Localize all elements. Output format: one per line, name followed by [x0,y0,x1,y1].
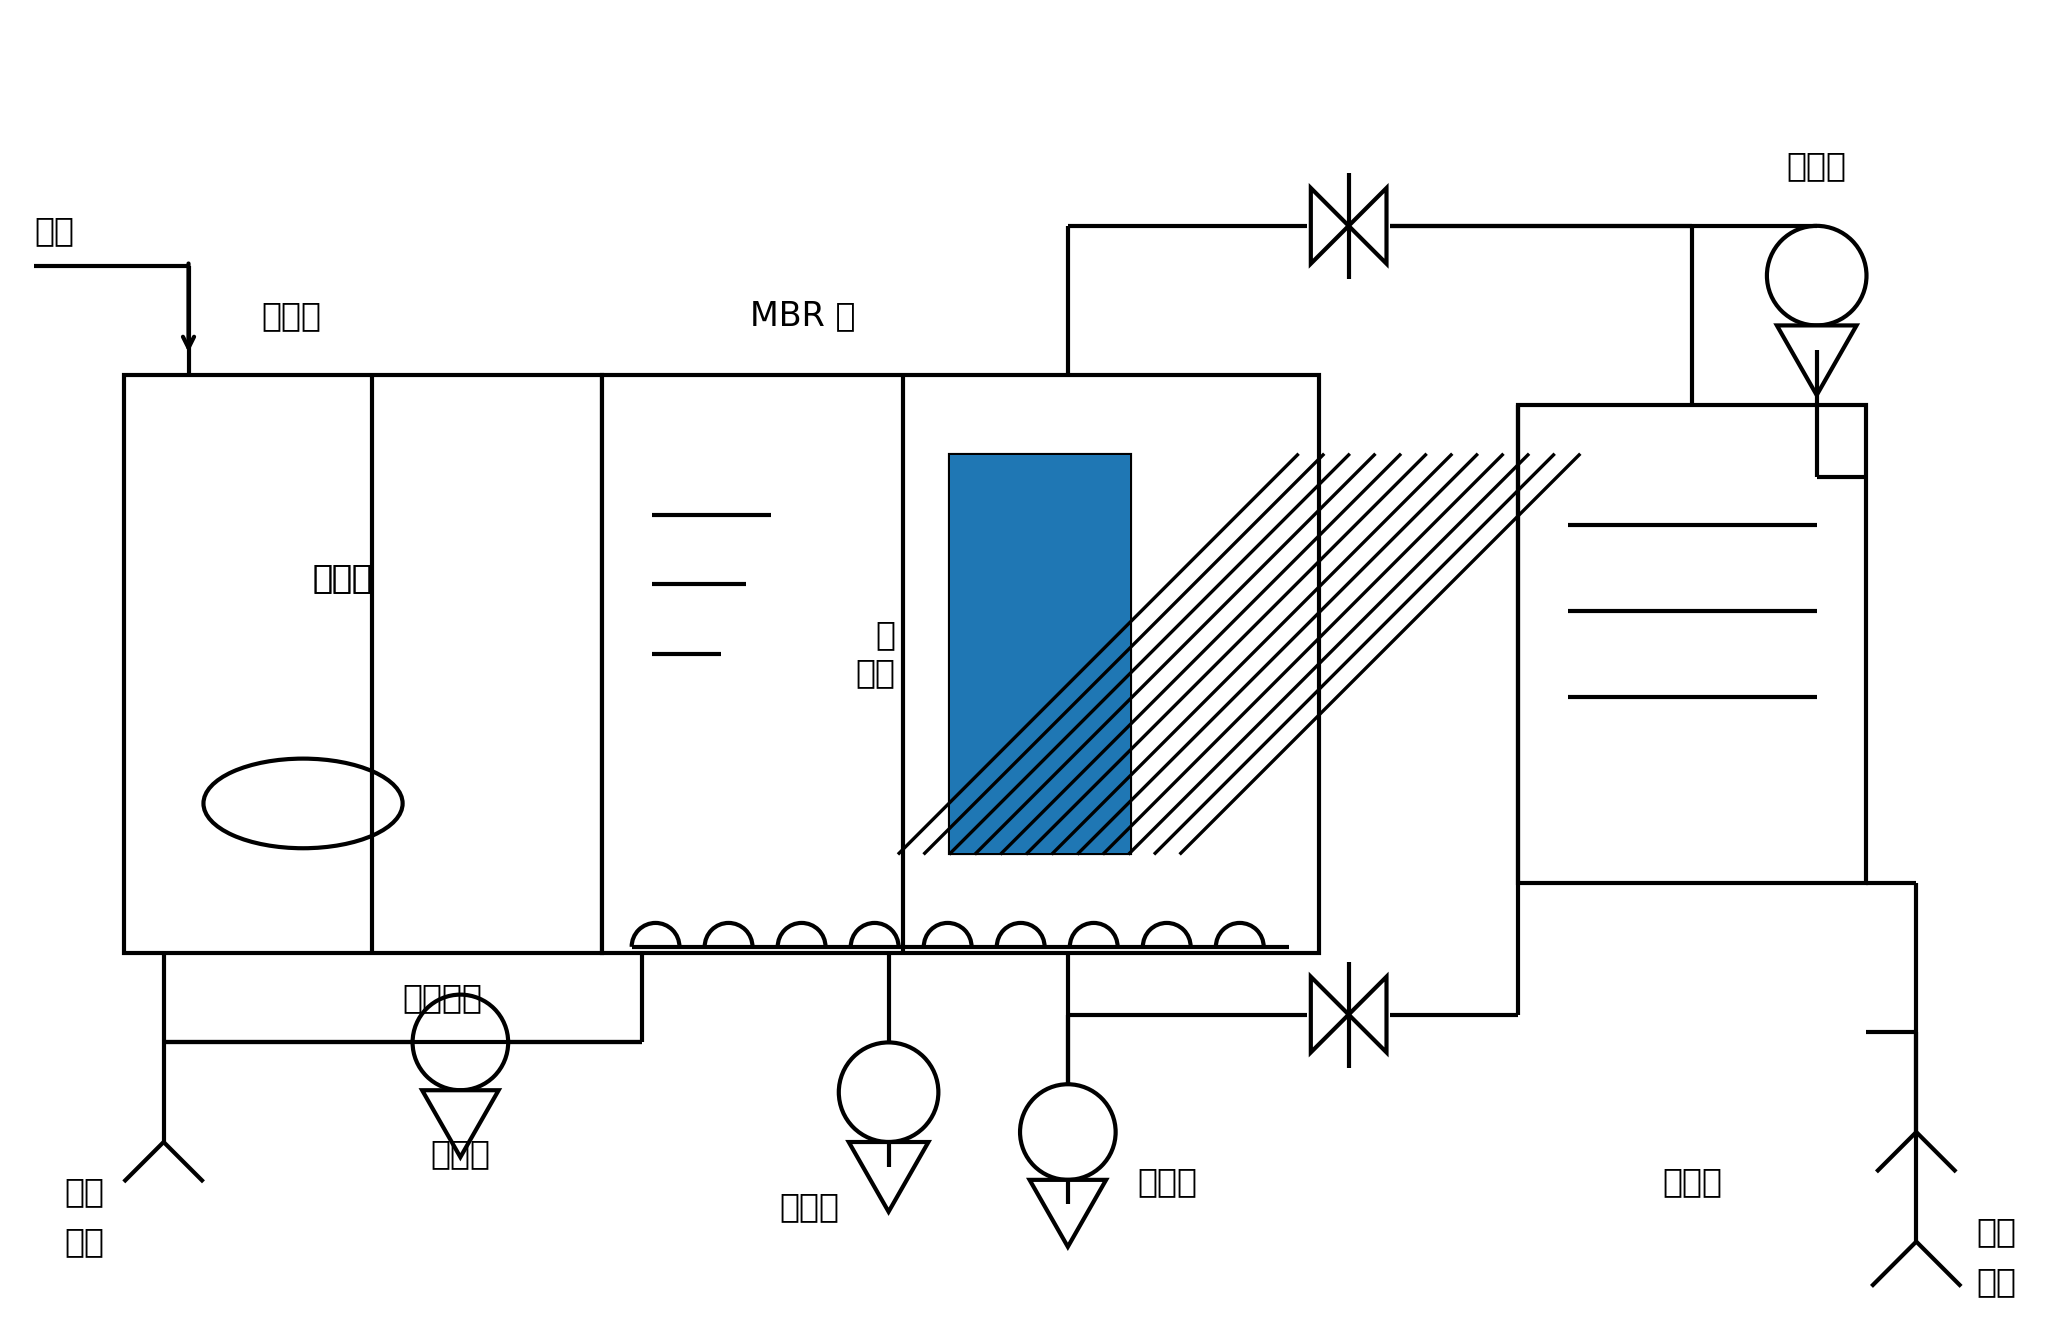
Polygon shape [1349,976,1386,1053]
Text: 污泥循环: 污泥循环 [403,980,483,1014]
Bar [603,375,1319,952]
Circle shape [1020,1085,1115,1179]
Text: 鼓风机: 鼓风机 [780,1190,839,1223]
Text: 产水池: 产水池 [1662,1166,1722,1198]
Polygon shape [1310,976,1349,1053]
Text: 反洗泵: 反洗泵 [1788,149,1847,183]
Circle shape [413,995,508,1090]
Bar [1518,406,1866,883]
Text: 污泥: 污泥 [64,1175,105,1209]
Text: 抽吸泵: 抽吸泵 [1138,1166,1197,1198]
Text: 污泥泵: 污泥泵 [430,1138,490,1170]
Bar [123,375,603,952]
Text: 废水: 废水 [35,215,74,247]
Text: 撹拌器: 撹拌器 [313,560,372,594]
Polygon shape [1777,325,1857,395]
Text: 厌氧池: 厌氧池 [261,299,321,332]
Bar [950,455,1129,854]
Text: 撹拌器: 撹拌器 [313,560,372,594]
Polygon shape [422,1090,498,1157]
Text: 排放: 排放 [64,1225,105,1258]
Ellipse shape [204,759,403,848]
Polygon shape [1349,188,1386,264]
Polygon shape [850,1142,928,1211]
Polygon shape [1031,1179,1107,1247]
Polygon shape [1310,188,1349,264]
Bar [950,455,1129,854]
Text: 排放: 排放 [1977,1265,2016,1298]
Text: 产水: 产水 [1977,1215,2016,1249]
Circle shape [1767,225,1866,325]
Circle shape [839,1042,938,1142]
Text: MBR 池: MBR 池 [751,299,856,332]
Text: 膜
组件: 膜 组件 [856,619,895,690]
